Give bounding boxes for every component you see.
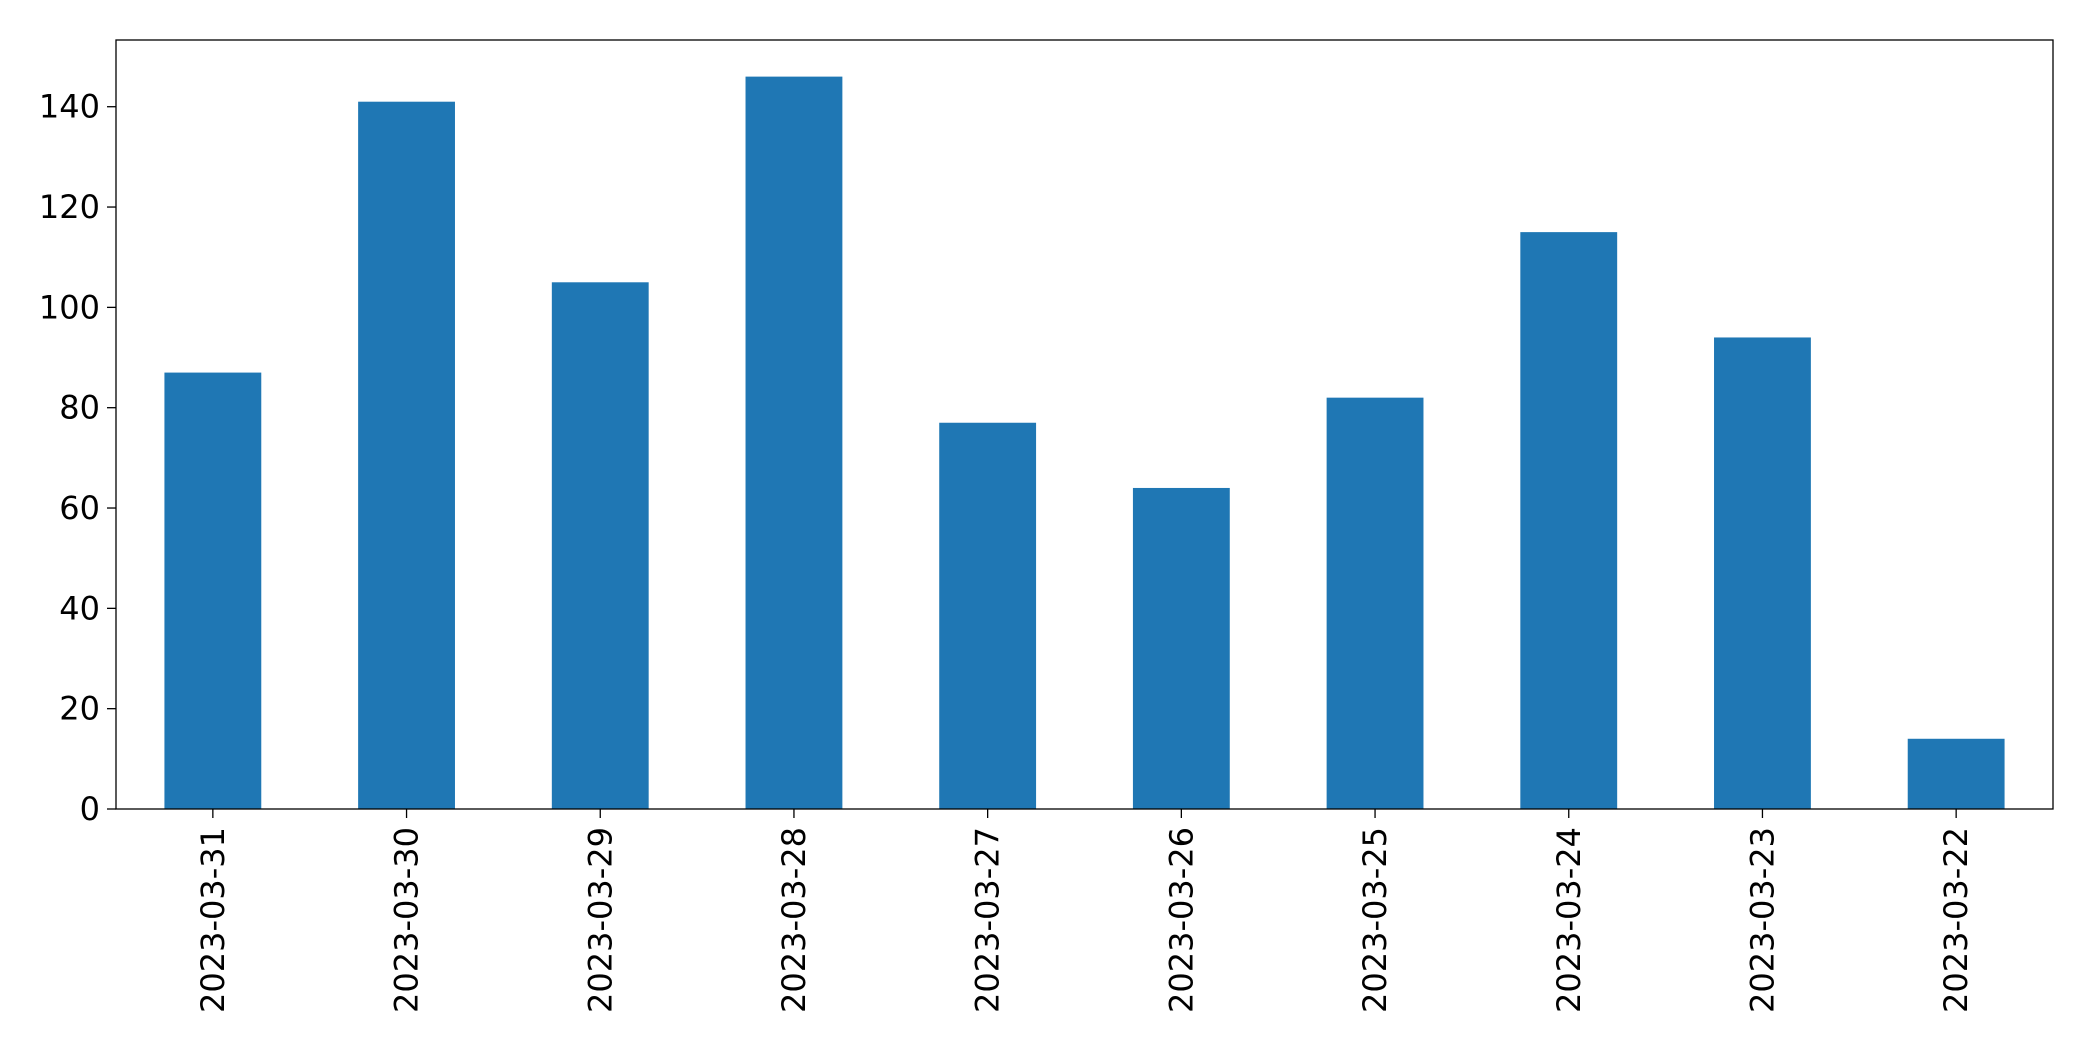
bar	[1714, 337, 1811, 809]
y-tick-label: 20	[59, 690, 100, 728]
axes-frame	[115, 39, 2054, 810]
x-tick-label: 2023-03-25	[1356, 827, 1394, 1013]
x-tick-label: 2023-03-22	[1937, 827, 1975, 1013]
x-tick-label: 2023-03-23	[1743, 827, 1781, 1013]
bar	[1326, 397, 1424, 809]
y-tick-label: 0	[80, 790, 100, 828]
x-tick-label: 2023-03-29	[581, 827, 619, 1013]
x-tick-label: 2023-03-28	[775, 827, 813, 1013]
bar	[939, 422, 1037, 809]
bar	[551, 282, 649, 809]
bar	[164, 372, 262, 809]
y-tick-label: 40	[59, 589, 100, 627]
bar	[358, 101, 455, 810]
y-tick-label: 60	[59, 489, 100, 527]
bar	[1907, 738, 2005, 809]
y-tick-label: 140	[39, 88, 100, 126]
y-tick-label: 80	[59, 389, 100, 427]
x-tick-label: 2023-03-24	[1550, 827, 1588, 1013]
x-tick-label: 2023-03-26	[1162, 827, 1200, 1013]
x-tick-label: 2023-03-30	[388, 827, 426, 1013]
y-tick-label: 120	[39, 188, 100, 226]
bar	[1132, 487, 1230, 809]
bar	[1520, 232, 1618, 810]
y-tick-label: 100	[39, 288, 100, 326]
bar	[745, 76, 843, 810]
x-tick-label: 2023-03-27	[969, 827, 1007, 1013]
x-tick-label: 2023-03-31	[194, 827, 232, 1013]
